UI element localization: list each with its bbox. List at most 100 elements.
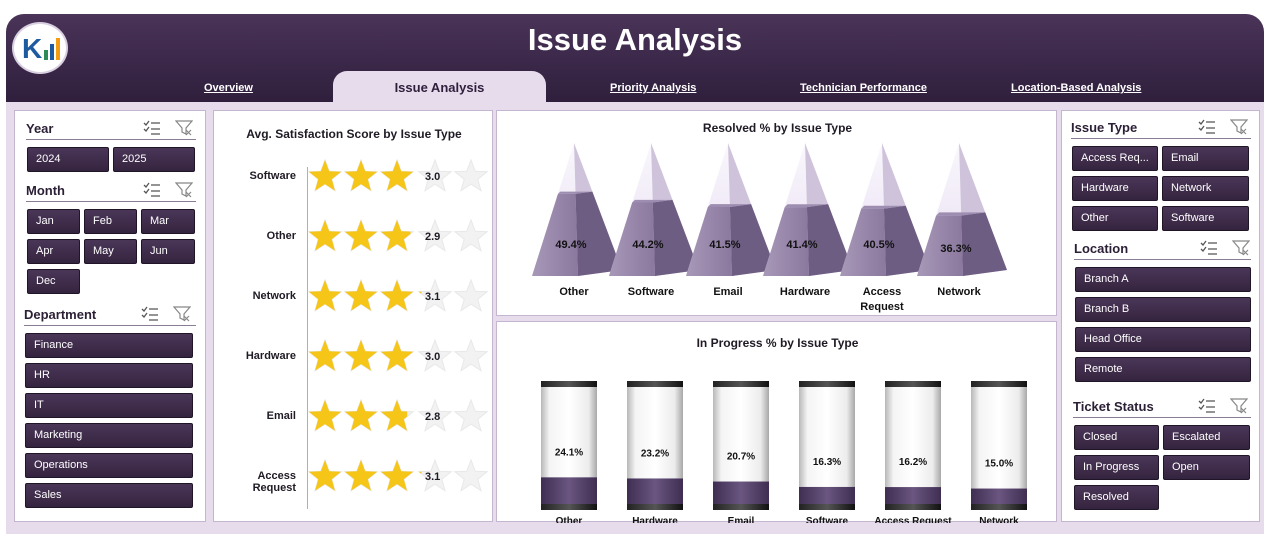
rating-row-software: Software 3.0	[214, 157, 492, 197]
category-label: Network	[937, 286, 981, 298]
star-empty-icon	[453, 278, 489, 312]
issue-email-button[interactable]: Email	[1162, 146, 1249, 171]
category-label: Other	[556, 516, 583, 523]
star-rating-software	[307, 158, 489, 192]
issue-hardware-button[interactable]: Hardware	[1072, 176, 1158, 201]
rating-value-label: 3.0	[425, 171, 441, 183]
star-empty-icon	[453, 338, 489, 372]
rating-value-label: 3.0	[425, 351, 441, 363]
page-title: Issue Analysis	[527, 22, 743, 57]
svg-text:K: K	[22, 33, 42, 64]
data-label: 41.4%	[786, 239, 817, 251]
dept-it-button[interactable]: IT	[25, 393, 193, 418]
status-resolved-button[interactable]: Resolved	[1074, 485, 1159, 510]
resolved-pyramid-chart: 49.4% Other 44.2% Software 41.5% Email 41.4% Ha…	[532, 143, 1007, 313]
month-mar-button[interactable]: Mar	[141, 209, 195, 234]
month-apr-button[interactable]: Apr	[27, 239, 80, 264]
category-label: Other	[559, 286, 589, 298]
clear-filter-icon[interactable]	[1231, 240, 1251, 256]
dept-operations-button[interactable]: Operations	[25, 453, 193, 478]
category-label: Access Request	[252, 470, 296, 494]
multi-select-icon[interactable]	[1198, 398, 1216, 414]
satisfaction-chart-panel: Avg. Satisfaction Score by Issue Type So…	[213, 110, 493, 522]
data-label: 36.3%	[940, 243, 971, 255]
tab-location-based-analysis[interactable]: Location-Based Analysis	[1011, 82, 1142, 94]
year-slicer-title: Year	[26, 121, 54, 136]
dept-hr-button[interactable]: HR	[25, 363, 193, 388]
location-head-office-button[interactable]: Head Office	[1075, 327, 1251, 352]
logo: K	[12, 22, 68, 74]
category-label: Software	[628, 286, 674, 298]
pyramid-other	[532, 143, 622, 276]
rating-value-label: 3.1	[425, 291, 441, 303]
tab-overview[interactable]: Overview	[204, 82, 253, 94]
cylinder-bar-hardware	[627, 381, 683, 510]
dept-sales-button[interactable]: Sales	[25, 483, 193, 508]
pyramid-access-request	[840, 143, 930, 276]
tab-priority-analysis[interactable]: Priority Analysis	[610, 82, 697, 94]
data-label: 40.5%	[863, 239, 894, 251]
clear-filter-icon[interactable]	[174, 182, 194, 198]
clear-filter-icon[interactable]	[1229, 398, 1249, 414]
star-rating-hardware	[307, 338, 489, 372]
year-2024-button[interactable]: 2024	[27, 147, 109, 172]
data-label: 23.2%	[641, 448, 669, 459]
month-feb-button[interactable]: Feb	[84, 209, 137, 234]
dept-finance-button[interactable]: Finance	[25, 333, 193, 358]
location-remote-button[interactable]: Remote	[1075, 357, 1251, 382]
star-empty-icon	[453, 218, 489, 252]
star-filled-icon	[308, 460, 342, 491]
pyramid-network	[917, 143, 1007, 276]
status-open-button[interactable]: Open	[1163, 455, 1250, 480]
star-empty-icon	[453, 398, 489, 432]
multi-select-icon[interactable]	[1198, 119, 1216, 135]
category-label: Access Request	[874, 516, 952, 523]
multi-select-icon[interactable]	[141, 306, 159, 322]
month-may-button[interactable]: May	[84, 239, 137, 264]
location-branch-b-button[interactable]: Branch B	[1075, 297, 1251, 322]
star-filled-icon	[344, 460, 378, 491]
star-filled-icon	[344, 280, 378, 311]
cylinder-bar-email	[713, 381, 769, 510]
status-closed-button[interactable]: Closed	[1074, 425, 1159, 450]
category-label: Access	[863, 286, 902, 298]
pyramid-software	[609, 143, 699, 276]
inprogress-chart-panel: In Progress % by Issue Type 24.1% Other 23…	[496, 321, 1057, 523]
month-dec-button[interactable]: Dec	[27, 269, 80, 294]
star-filled-icon	[418, 291, 422, 294]
star-filled-icon	[344, 220, 378, 251]
month-jan-button[interactable]: Jan	[27, 209, 80, 234]
multi-select-icon[interactable]	[1200, 240, 1218, 256]
tab-issue-analysis[interactable]: Issue Analysis	[333, 71, 546, 102]
category-axis	[307, 167, 308, 509]
star-filled-icon	[380, 280, 414, 311]
data-label: 20.7%	[727, 452, 755, 463]
issue-access-request-button[interactable]: Access Req...	[1072, 146, 1158, 171]
cylinder-bar-network	[971, 381, 1027, 510]
year-2025-button[interactable]: 2025	[113, 147, 195, 172]
clear-filter-icon[interactable]	[172, 306, 192, 322]
clear-filter-icon[interactable]	[1229, 119, 1249, 135]
issue-other-button[interactable]: Other	[1072, 206, 1158, 231]
right-slicer-panel: Issue Type Access Req... Email Hardware …	[1061, 110, 1260, 522]
star-empty-icon	[417, 458, 453, 492]
issue-software-button[interactable]: Software	[1162, 206, 1249, 231]
status-in-progress-button[interactable]: In Progress	[1074, 455, 1159, 480]
multi-select-icon[interactable]	[143, 120, 161, 136]
status-escalated-button[interactable]: Escalated	[1163, 425, 1250, 450]
department-slicer-title: Department	[24, 307, 97, 322]
issue-type-slicer-title: Issue Type	[1071, 120, 1138, 135]
category-label: Software	[806, 516, 849, 523]
dept-marketing-button[interactable]: Marketing	[25, 423, 193, 448]
tab-technician-performance[interactable]: Technician Performance	[800, 82, 927, 94]
location-branch-a-button[interactable]: Branch A	[1075, 267, 1251, 292]
star-filled-icon	[308, 160, 342, 191]
category-label: Network	[252, 290, 296, 302]
multi-select-icon[interactable]	[143, 182, 161, 198]
header-bar: K Issue Analysis Overview Issue Analysis…	[6, 14, 1264, 102]
issue-network-button[interactable]: Network	[1162, 176, 1249, 201]
category-label: Hardware	[780, 286, 830, 298]
clear-filter-icon[interactable]	[174, 120, 194, 136]
month-jun-button[interactable]: Jun	[141, 239, 195, 264]
dashboard-frame: K Issue Analysis Overview Issue Analysis…	[6, 14, 1264, 534]
